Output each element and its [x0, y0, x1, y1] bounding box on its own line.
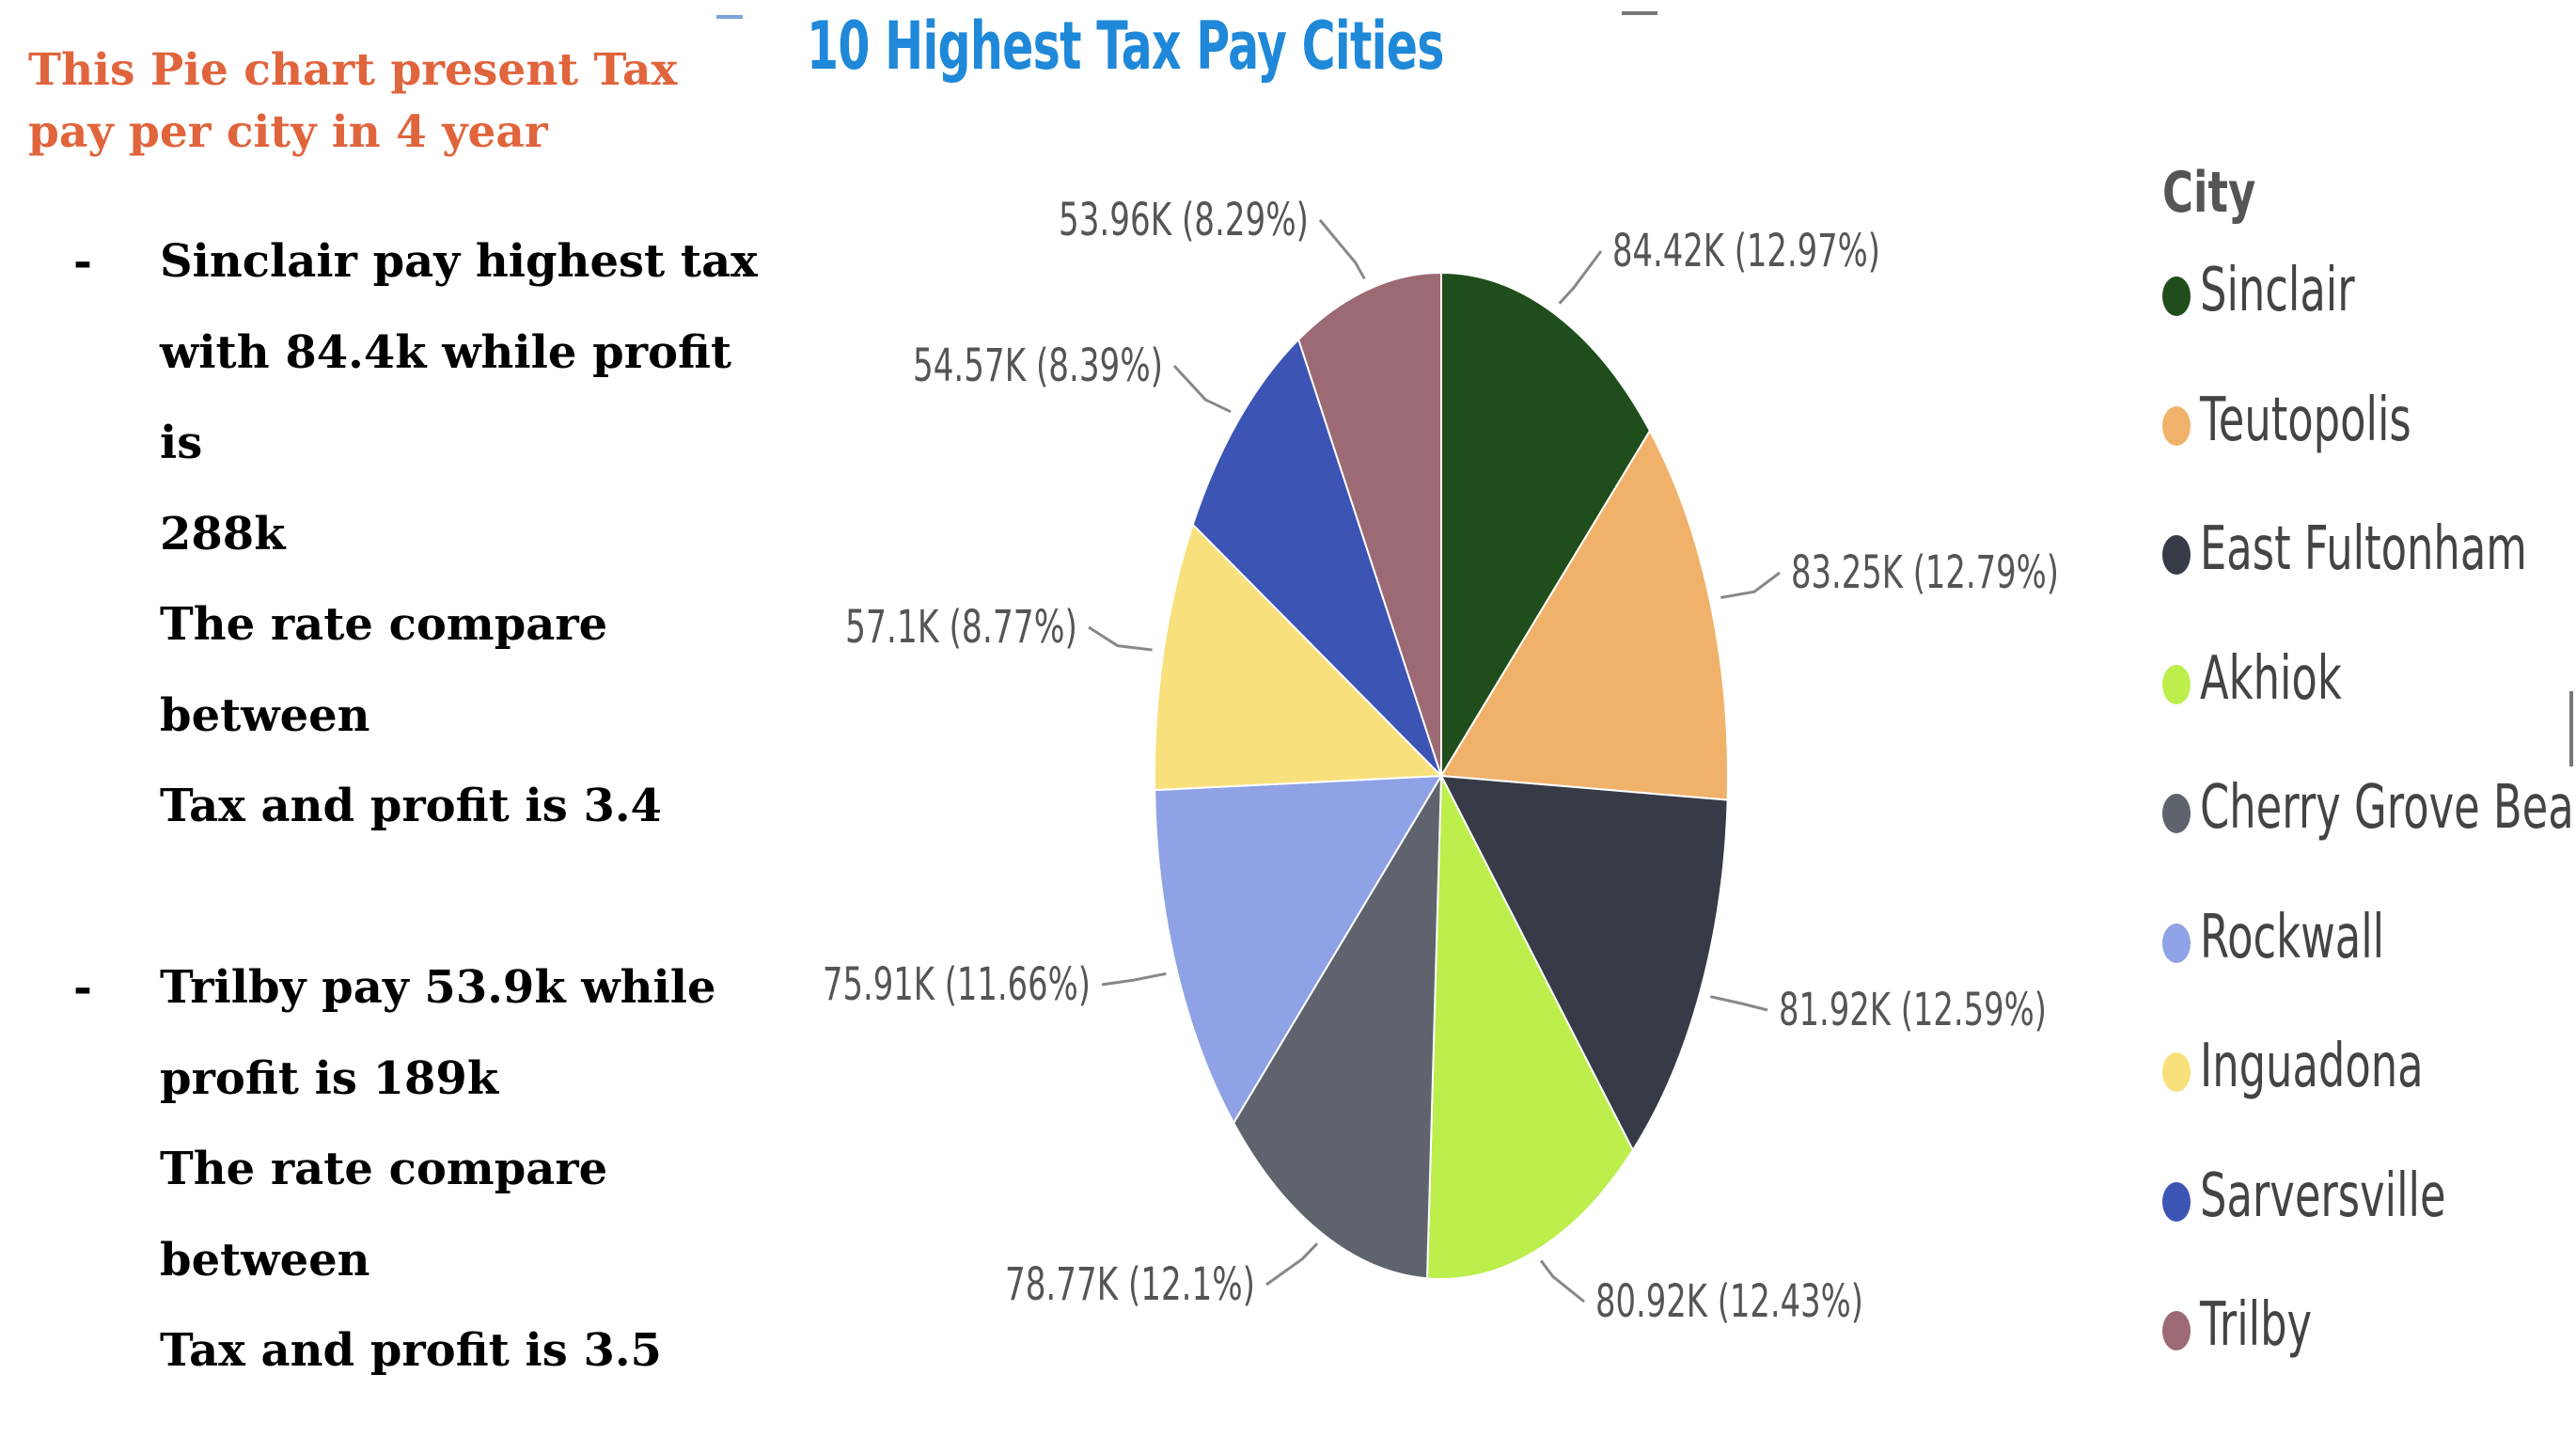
legend-item-akhiok[interactable]: Akhiok: [2162, 639, 2342, 768]
legend-label: Sarversville: [2200, 1161, 2446, 1231]
leader-line: [1172, 364, 1232, 414]
bullet-line: Sinclair pay highest tax: [160, 235, 758, 288]
data-label-east-fultonham: 81.92K (12.59%): [1779, 984, 2047, 1036]
pie-slice-rockwall[interactable]: [1154, 774, 1443, 1126]
legend-marker: [2162, 1052, 2191, 1092]
legend-item-inguadona[interactable]: Inguadona: [2162, 1026, 2424, 1156]
data-label-teutopolis: 83.25K (12.79%): [1791, 546, 2059, 599]
pie-slice-teutopolis[interactable]: [1439, 429, 1729, 801]
chart-title: 10 Highest Tax Pay Cities: [807, 8, 1444, 85]
data-label-sarversville: 54.57K (8.39%): [913, 340, 1163, 392]
pie-slice-sarversville[interactable]: [1191, 338, 1442, 777]
data-label-trilby: 53.96K (8.29%): [1059, 194, 1309, 246]
legend-item-east-fultonham[interactable]: East Fultonham: [2162, 509, 2527, 639]
legend-label: Trilby: [2200, 1290, 2313, 1360]
legend-marker: [2162, 1311, 2191, 1350]
legend-marker: [2162, 276, 2191, 316]
leader-line: [1710, 995, 1768, 1012]
window-edge-mark: [1622, 11, 1657, 15]
legend-item-sarversville[interactable]: Sarversville: [2162, 1156, 2446, 1286]
data-label-akhiok: 80.92K (12.43%): [1595, 1275, 1863, 1328]
legend-label: Akhiok: [2200, 643, 2342, 714]
pie-slice-akhiok[interactable]: [1425, 775, 1635, 1280]
bullet-line: Trilby pay 53.9k while: [160, 961, 716, 1014]
legend-marker: [2162, 1181, 2191, 1222]
bullet-line: with 84.4k while profit is: [160, 325, 732, 470]
bullet-line: Tax and profit is 3.4: [160, 780, 662, 832]
leader-line: [1558, 250, 1603, 305]
leader-line: [1720, 571, 1781, 599]
bullet-dash: -: [73, 961, 92, 1014]
bullet-line: The rate compare between: [160, 598, 608, 742]
data-label-sinclair: 84.42K (12.97%): [1612, 225, 1880, 277]
chart-legend: City Sinclair Teutopolis East Fultonham Akh…: [2162, 160, 2576, 1414]
legend-label: Rockwall: [2200, 902, 2385, 972]
leader-line: [1088, 625, 1153, 652]
pie-slice-sinclair[interactable]: [1440, 271, 1652, 780]
legend-marker: [2162, 664, 2191, 704]
bullet-trilby: - Trilby pay 53.9k while profit is 189k …: [0, 942, 790, 1397]
bullet-sinclair: - Sinclair pay highest tax with 84.4k wh…: [0, 216, 790, 852]
legend-item-cherry-grove-beach[interactable]: Cherry Grove Beach: [2162, 767, 2576, 897]
legend-label: Inguadona: [2200, 1032, 2424, 1101]
legend-item-trilby[interactable]: Trilby: [2162, 1285, 2312, 1414]
legend-items: Sinclair Teutopolis East Fultonham Akhiok Ch…: [2162, 250, 2576, 1414]
legend-marker: [2162, 923, 2191, 963]
pie-slice-trilby[interactable]: [1297, 271, 1442, 777]
annotation-title: This Pie chart present Tax pay per city …: [28, 44, 678, 158]
annotation-bullets: - Sinclair pay highest tax with 84.4k wh…: [0, 216, 790, 1397]
window-edge-mark: [2569, 691, 2573, 766]
legend-marker: [2162, 535, 2191, 575]
legend-marker: [2162, 405, 2191, 446]
data-label-rockwall: 75.91K (11.66%): [823, 958, 1091, 1011]
legend-title: City: [2162, 160, 2256, 226]
bullet-dash: -: [73, 235, 92, 288]
legend-marker: [2162, 794, 2191, 833]
data-label-cherry-grove-beach: 78.77K (12.1%): [1005, 1258, 1255, 1311]
legend-item-sinclair[interactable]: Sinclair: [2162, 250, 2355, 380]
window-edge-mark: [716, 15, 743, 19]
pie-slice-cherry-grove-beach[interactable]: [1232, 772, 1443, 1280]
legend-item-teutopolis[interactable]: Teutopolis: [2162, 380, 2411, 510]
legend-label: East Fultonham: [2200, 514, 2527, 584]
leader-line: [1539, 1259, 1585, 1303]
leader-line: [1318, 219, 1366, 280]
legend-label: Teutopolis: [2200, 385, 2411, 455]
pie-slice-east-fultonham[interactable]: [1439, 774, 1729, 1152]
bullet-line: The rate compare between: [160, 1143, 608, 1287]
bullet-line: profit is 189k: [160, 1051, 499, 1105]
bullet-line: 288k: [160, 507, 286, 561]
legend-item-rockwall[interactable]: Rockwall: [2162, 897, 2384, 1027]
legend-label: Sinclair: [2200, 256, 2355, 325]
leader-line: [1265, 1242, 1319, 1287]
leader-line: [1101, 971, 1167, 987]
data-label-inguadona: 57.1K (8.77%): [845, 601, 1077, 654]
legend-label: Cherry Grove Beach: [2200, 773, 2576, 843]
pie-slice-inguadona[interactable]: [1154, 522, 1444, 792]
bullet-line: Tax and profit is 3.5: [160, 1324, 662, 1377]
